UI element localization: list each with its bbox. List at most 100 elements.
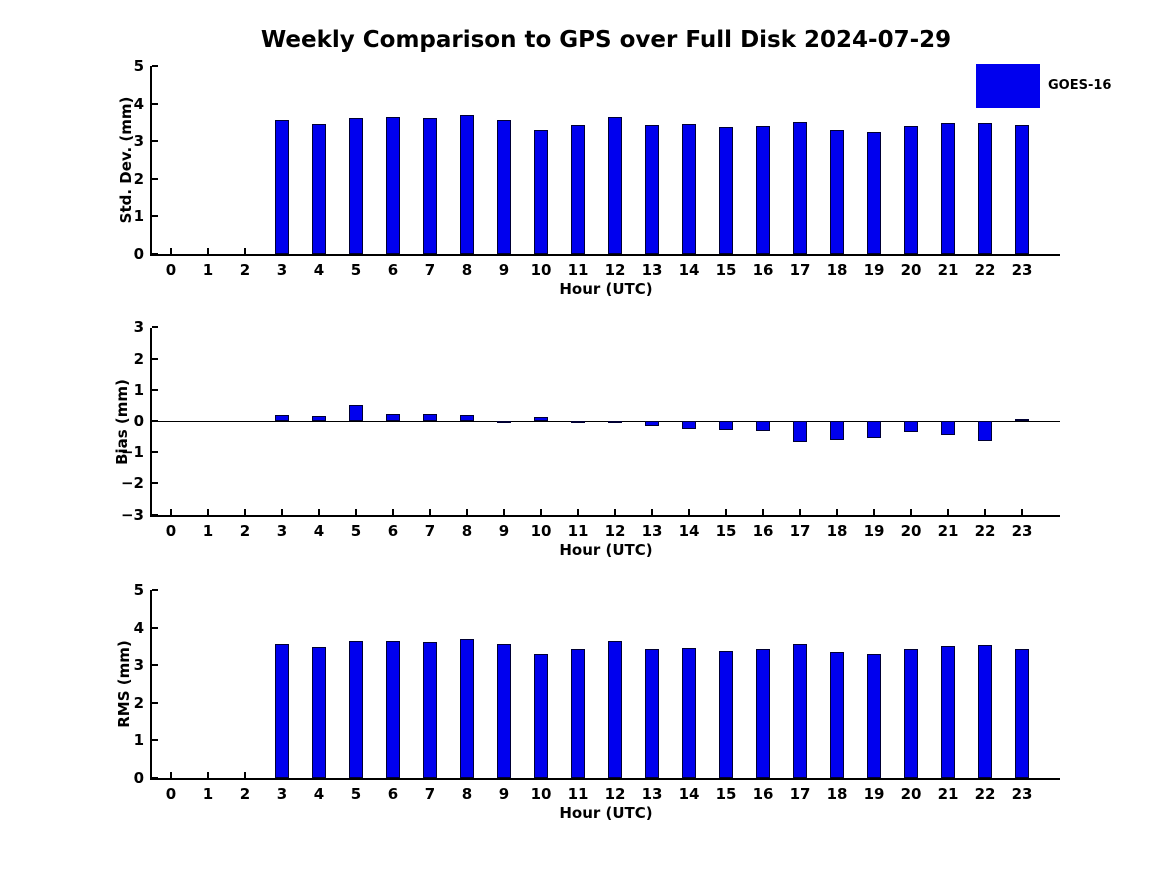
x-tick [207,248,209,254]
bar [423,413,437,421]
x-tick-label: 10 [530,261,552,279]
bar [941,123,955,254]
x-tick-label: 20 [900,785,922,803]
bar [978,645,992,778]
x-tick-label: 18 [826,785,848,803]
bar [645,125,659,254]
bar [904,421,918,432]
y-axis-title: RMS (mm) [115,640,133,728]
x-tick-label: 17 [789,261,811,279]
y-axis-title: Std. Dev. (mm) [117,96,135,224]
x-tick-label: 11 [567,785,589,803]
bar [941,421,955,436]
x-axis-line [150,254,1060,256]
bar [497,644,511,778]
bar [349,405,363,421]
x-tick-label: 23 [1011,522,1033,540]
y-tick [152,589,158,591]
x-tick-label: 9 [498,785,510,803]
bar [682,648,696,778]
bar [423,641,437,778]
x-tick-label: 21 [937,261,959,279]
bar [904,649,918,778]
legend-swatch-goes16 [976,64,1040,108]
y-tick [152,102,158,105]
x-tick-label: 2 [239,522,251,540]
y-tick-label: 2 [133,693,144,712]
x-tick-label: 0 [165,261,177,279]
x-tick [614,509,616,515]
x-tick [984,509,986,515]
bar [719,650,733,778]
y-tick-label: 4 [133,94,144,113]
x-tick [281,509,283,515]
bar [719,127,733,254]
x-tick-label: 11 [567,261,589,279]
x-tick-label: 13 [641,785,663,803]
bar [904,126,918,254]
x-tick-label: 4 [313,261,325,279]
x-tick [318,509,320,515]
x-tick [244,772,246,778]
chart-title: Weekly Comparison to GPS over Full Disk … [260,27,952,53]
y-tick-label: 1 [133,731,144,750]
bar [793,644,807,778]
y-tick-label: 3 [133,656,144,675]
x-tick [355,509,357,515]
x-tick-label: 14 [678,785,700,803]
bar [1015,649,1029,778]
y-axis-line [150,328,152,517]
x-tick-label: 21 [937,522,959,540]
y-tick-label: 5 [133,581,144,599]
y-tick [152,357,158,360]
bar [460,415,474,421]
bar [830,129,844,254]
bar [571,649,585,778]
bar [497,119,511,254]
y-tick [152,420,158,422]
legend-label: GOES-16 [1048,78,1112,93]
y-tick-label: 1 [133,380,144,399]
zero-reference-line [152,421,1060,422]
x-tick-label: 18 [826,522,848,540]
bar [978,421,992,441]
y-tick-label: 0 [133,412,144,430]
x-axis-title: Hour (UTC) [559,280,653,298]
x-tick-label: 2 [239,261,251,279]
x-tick-label: 12 [604,785,626,803]
x-tick-label: 1 [202,522,214,540]
y-tick-label: 3 [133,318,144,337]
x-tick-label: 9 [498,522,510,540]
x-tick [688,509,690,515]
y-tick-label: −1 [120,443,144,462]
x-tick-label: 4 [313,522,325,540]
x-tick [725,509,727,515]
bar [608,641,622,778]
bar [275,644,289,778]
x-tick [207,772,209,778]
x-tick-label: 5 [350,522,362,540]
bar [460,114,474,254]
x-tick [392,509,394,515]
bar [756,421,770,431]
x-tick-label: 0 [165,522,177,540]
y-axis-line [150,66,152,256]
x-axis-title: Hour (UTC) [559,804,653,822]
x-tick [170,772,172,778]
bar [534,129,548,254]
x-tick-label: 17 [789,522,811,540]
bar [275,414,289,421]
bar [460,638,474,778]
x-tick [577,509,579,515]
x-tick [540,509,542,515]
x-tick-label: 5 [350,785,362,803]
x-tick-label: 5 [350,261,362,279]
bar [608,421,622,423]
bar [349,641,363,778]
x-tick [799,509,801,515]
x-tick-label: 6 [387,785,399,803]
x-tick [244,509,246,515]
bar [978,123,992,254]
y-axis-line [150,590,152,780]
